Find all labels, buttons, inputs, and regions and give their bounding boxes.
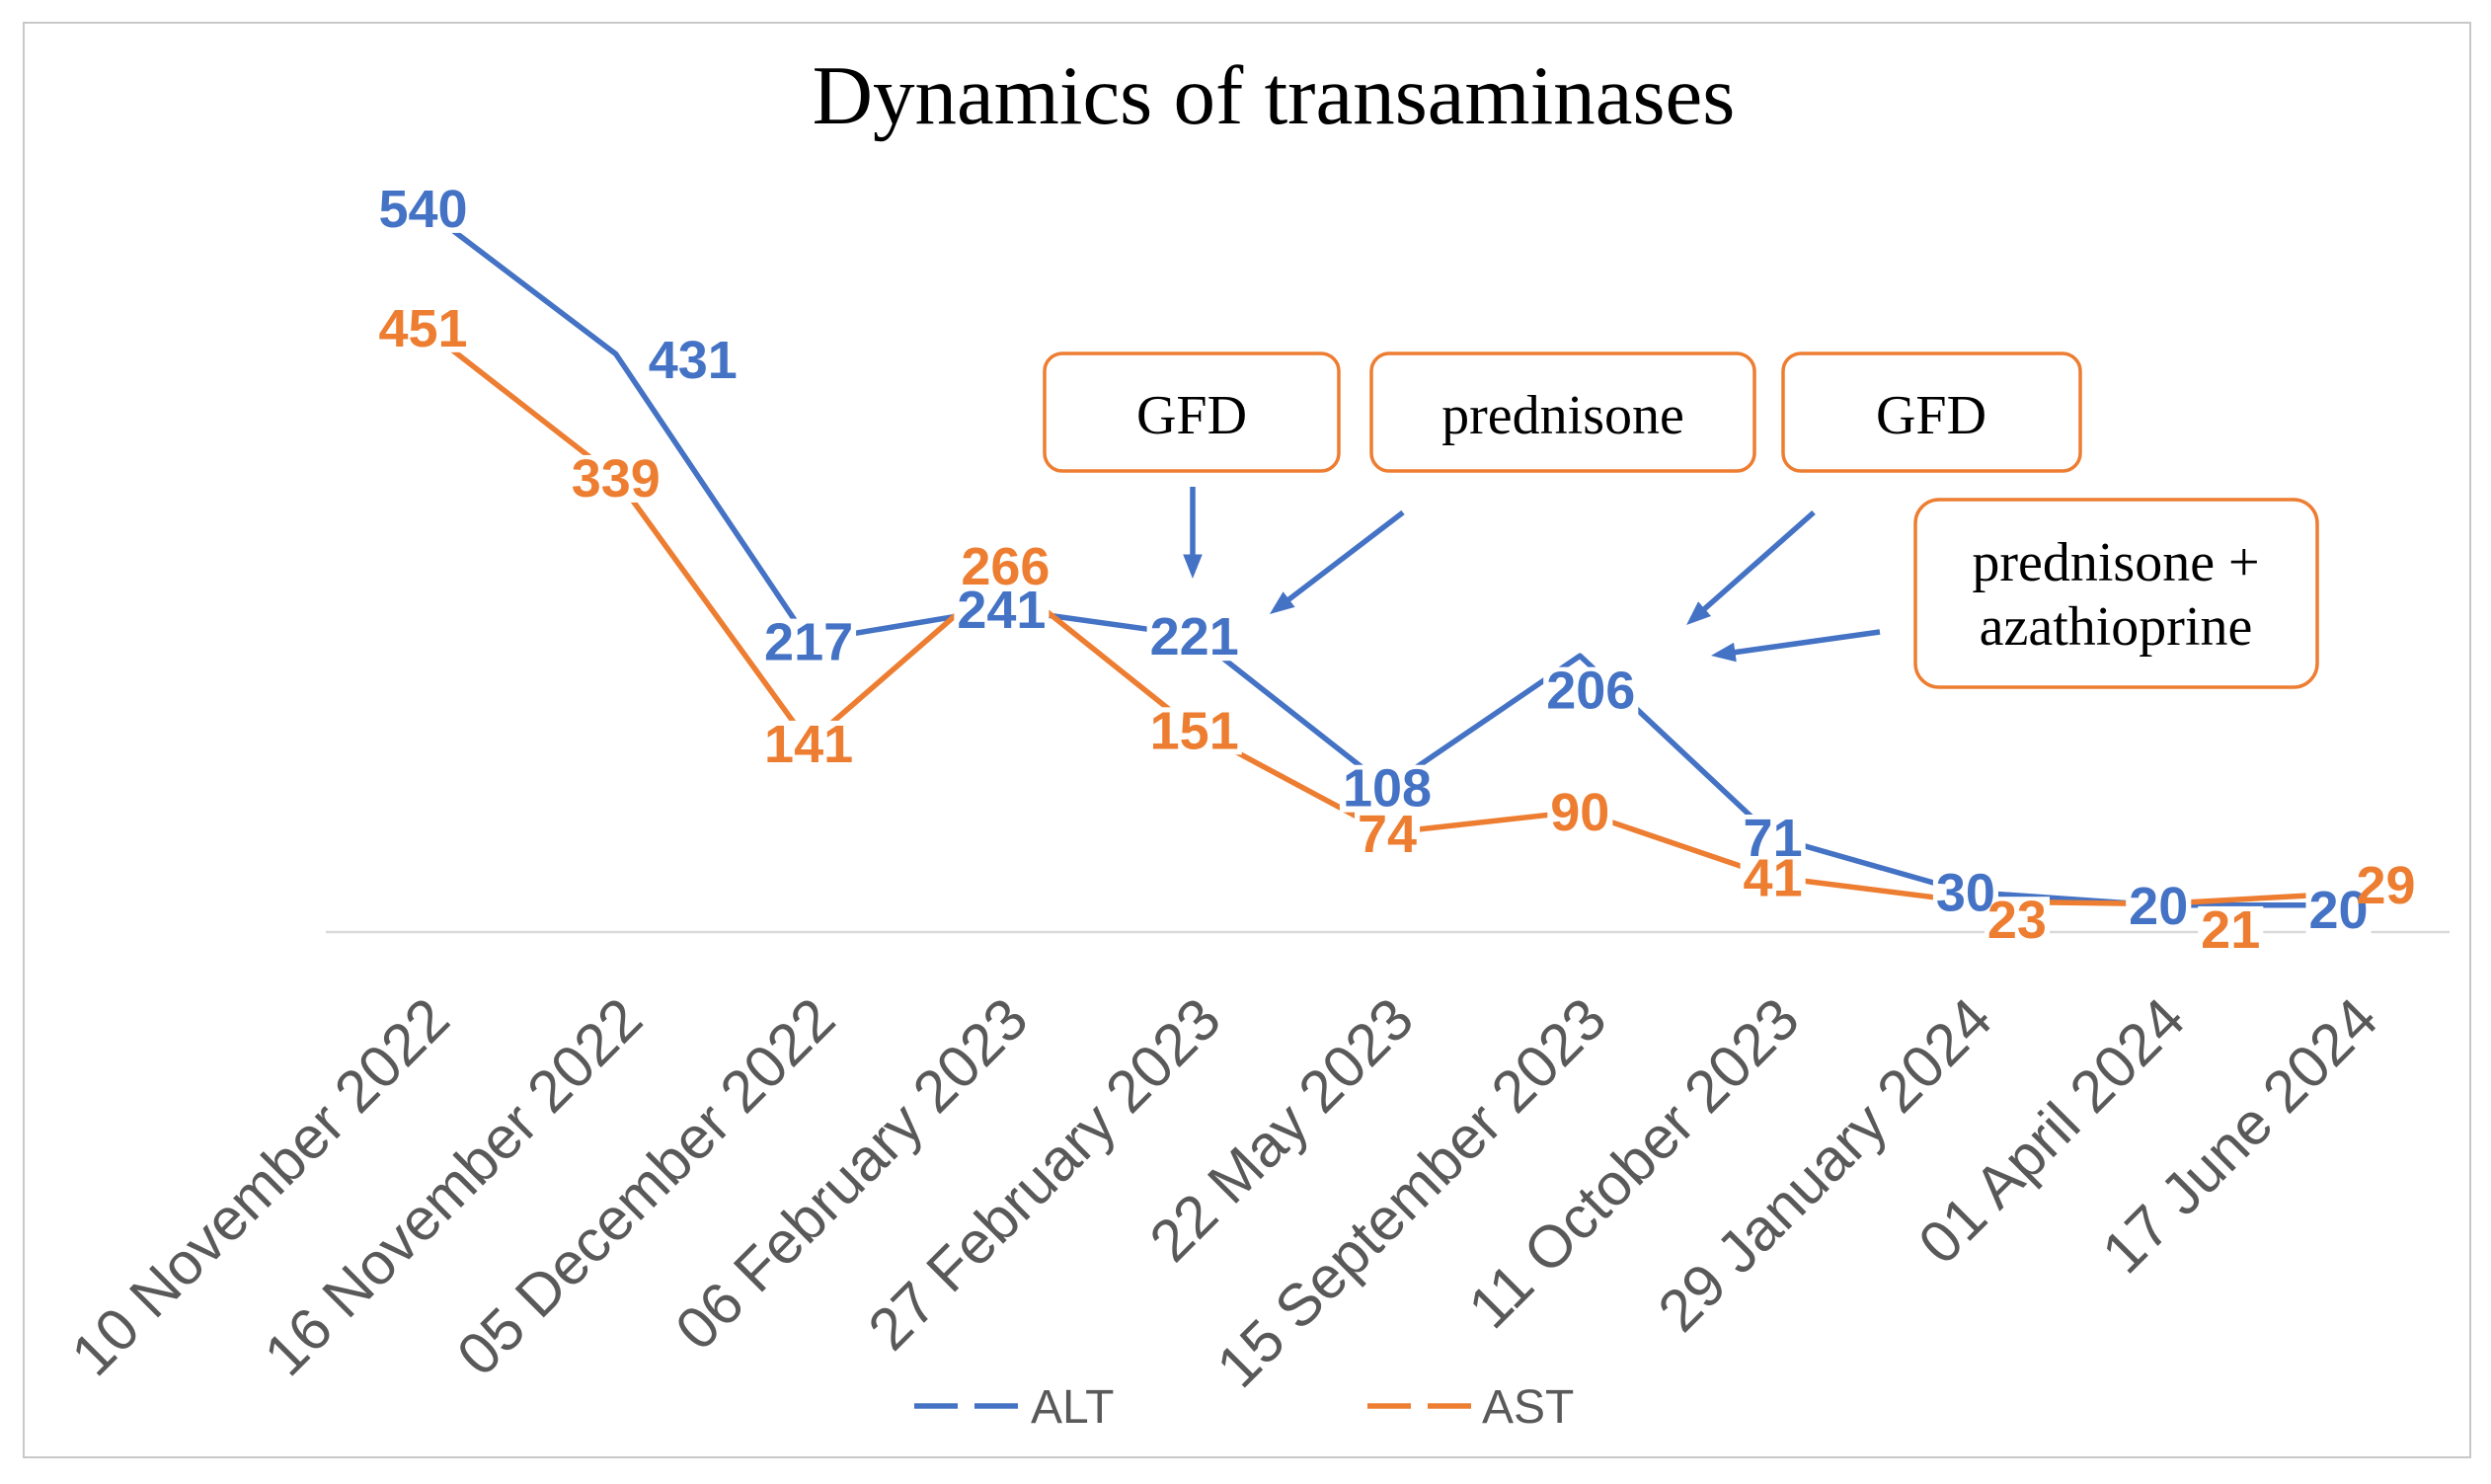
annotation-box [1043, 351, 1341, 473]
annotation-text-line-1: prednisone + [1972, 532, 2259, 593]
alt-data-label-background [1146, 613, 1242, 662]
ast-data-label-background [2198, 905, 2264, 954]
ast-data-label-background [1355, 810, 1421, 858]
annotation-text: GFD [1136, 385, 1247, 446]
alt-data-label: 540 [378, 180, 467, 239]
legend-item-alt: ALT [914, 1381, 1114, 1434]
ast-data-label: 90 [1550, 783, 1609, 842]
chart-border [23, 22, 2471, 1458]
legend: ALT AST [914, 1381, 1574, 1434]
ast-data-label: 151 [1150, 701, 1239, 760]
alt-data-label: 20 [2308, 881, 2368, 940]
annotation-gfd-second: GFD [1781, 351, 2082, 473]
alt-data-label-background [645, 337, 740, 384]
alt-data-label: 108 [1343, 759, 1432, 819]
ast-data-label: 41 [1744, 849, 1803, 908]
gfd-second-arrow-icon [1686, 509, 1816, 625]
ast-data-label: 74 [1358, 805, 1417, 864]
ast-data-label-background [375, 304, 471, 352]
ast-data-label-background [1547, 789, 1613, 837]
annotation-arrows [1183, 487, 1881, 663]
ast-data-label-background [761, 720, 857, 768]
chart-title: Dynamics of transaminases [813, 49, 1736, 142]
ast-data-label: 21 [2201, 900, 2260, 960]
alt-data-label-background [2126, 883, 2192, 931]
annotation-text: prednisone [1441, 385, 1684, 446]
ast-data-label-background [958, 543, 1053, 591]
ast-data-label-background [2353, 862, 2419, 909]
alt-data-label: 206 [1546, 662, 1635, 721]
alt-data-label-background [761, 618, 857, 666]
alt-data-label-background [1740, 815, 1806, 862]
alt-data-label-background [1339, 764, 1435, 813]
alt-data-label: 217 [764, 613, 853, 672]
alt-data-label: 20 [2129, 877, 2188, 936]
alt-data-label: 241 [957, 581, 1046, 640]
ast-data-label: 266 [961, 537, 1050, 596]
alt-data-label: 221 [1150, 607, 1239, 666]
annotation-box [1369, 351, 1756, 473]
annotation-text-line-2: azathioprine [1980, 596, 2253, 658]
alt-data-label: 431 [649, 331, 738, 390]
alt-data-label: 71 [1744, 809, 1803, 868]
alt-data-label: 30 [1936, 864, 1995, 923]
legend-label-alt: ALT [1031, 1381, 1114, 1434]
annotation-text: GFD [1876, 385, 1986, 446]
alt-data-label-background [954, 586, 1050, 634]
legend-label-ast: AST [1482, 1381, 1574, 1434]
ast-data-label-background [568, 454, 663, 503]
alt-data-label-background [1543, 666, 1639, 715]
ast-data-label-background [1984, 897, 2050, 945]
data-labels: 540 431 217 241 221 108 206 71 30 20 20 451 339 141 26… [378, 180, 2415, 960]
annotation-prednisone-azathioprine: prednisone + azathioprine [1913, 498, 2319, 689]
ast-data-label: 29 [2356, 856, 2415, 915]
alt-data-label-background [375, 185, 471, 233]
annotation-gfd-first: GFD [1043, 351, 1341, 473]
prednisone-arrow-icon [1269, 509, 1405, 615]
ast-data-label: 23 [1987, 891, 2047, 950]
annotation-box [1913, 498, 2319, 689]
annotation-prednisone: prednisone [1369, 351, 1756, 473]
annotation-box [1781, 351, 2082, 473]
ast-data-label: 451 [378, 299, 467, 358]
ast-data-label-background [1146, 707, 1242, 755]
legend-item-ast: AST [1367, 1381, 1574, 1434]
prednisone-azathioprine-arrow-icon [1710, 629, 1881, 663]
ast-data-label: 141 [764, 715, 853, 774]
ast-data-label-background [1740, 854, 1806, 902]
ast-data-label: 339 [572, 449, 661, 508]
data-label-backgrounds [375, 185, 2419, 954]
